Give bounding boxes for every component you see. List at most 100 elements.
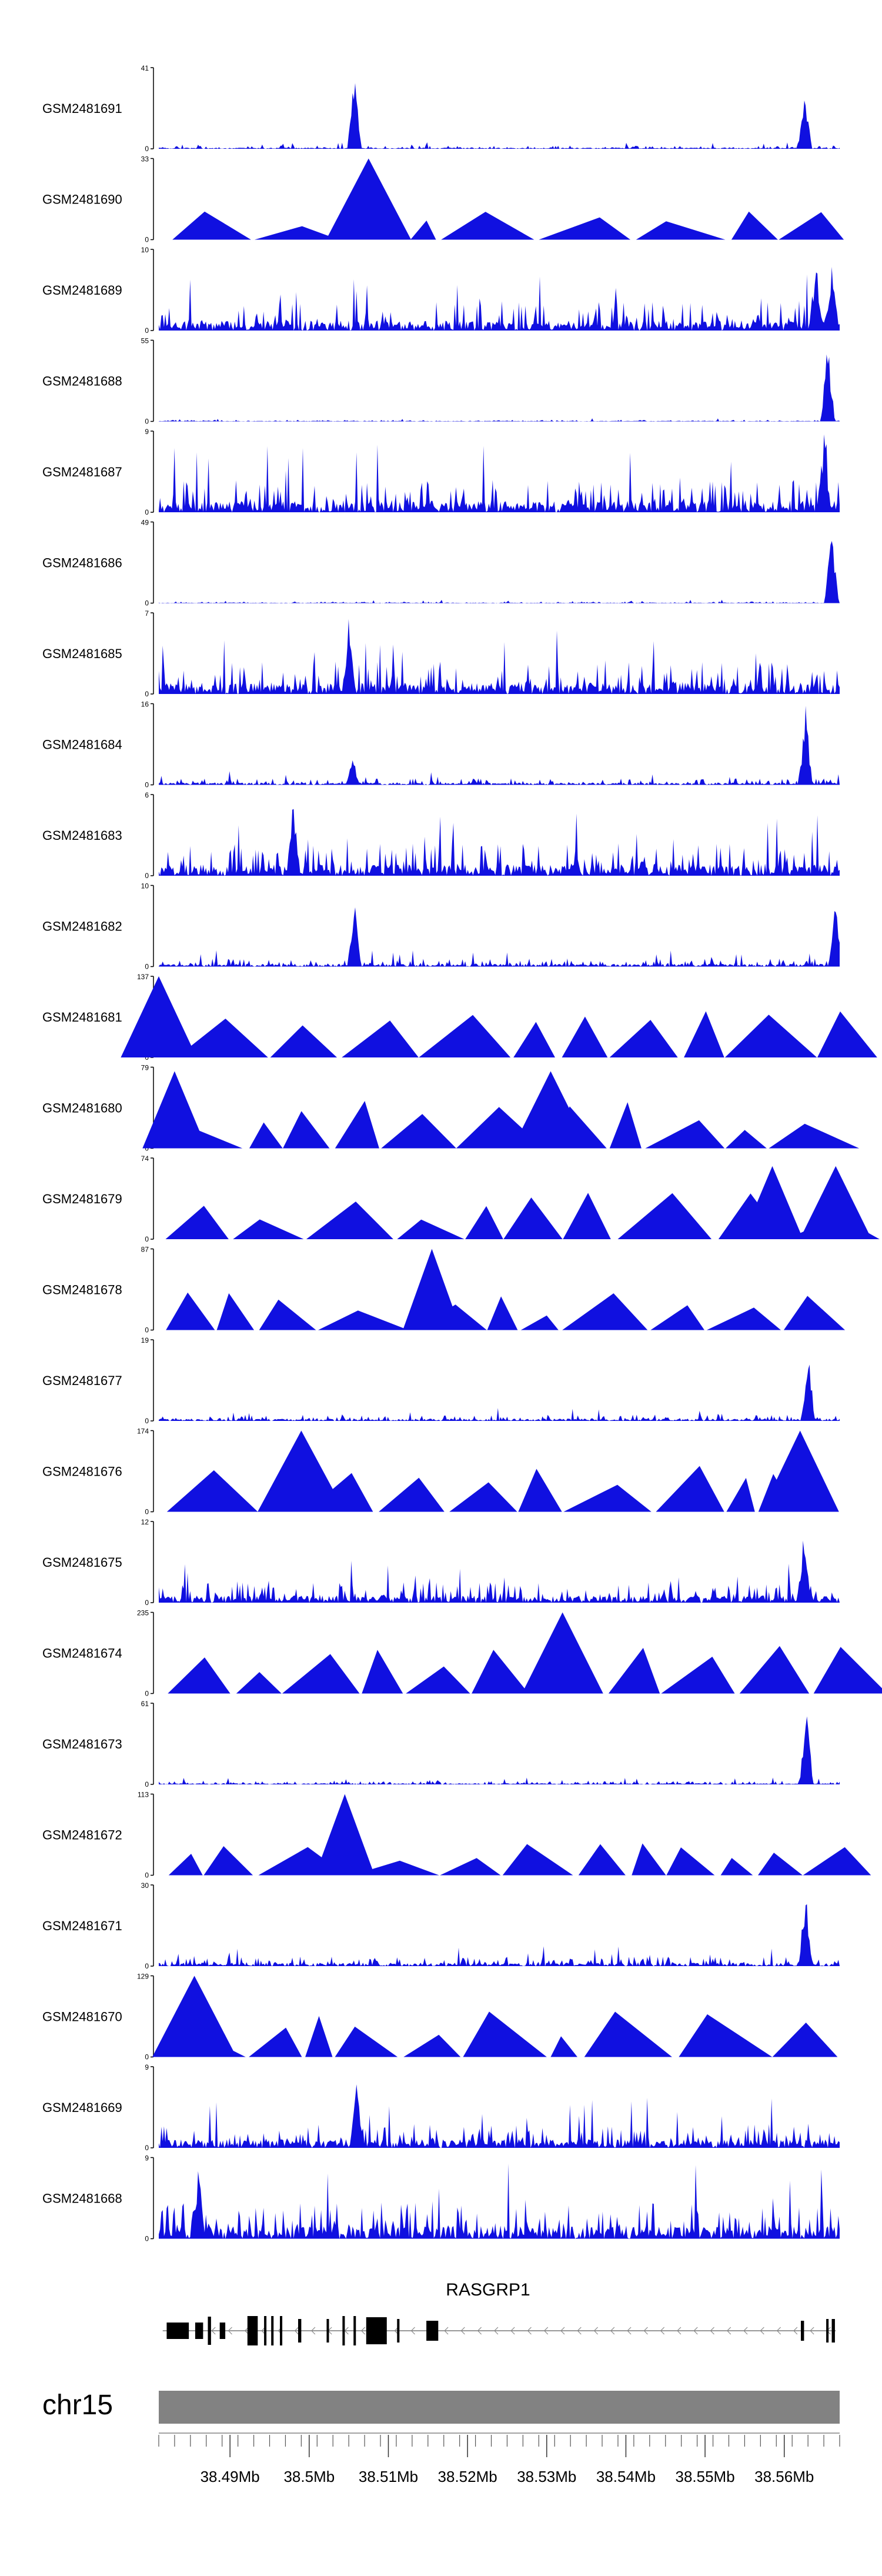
y-max-label: 55 (141, 337, 149, 345)
track-label: GSM2481669 (42, 2100, 122, 2115)
track-label: GSM2481685 (42, 646, 122, 661)
y-max-label: 9 (145, 2154, 149, 2163)
strand-arrow (444, 2327, 449, 2335)
strand-arrow (776, 2327, 781, 2335)
strand-arrow (560, 2327, 565, 2335)
track-GSM2481679: GSM2481679 74 0 (42, 1154, 880, 1243)
gene-exon (247, 2316, 258, 2345)
track-label: GSM2481686 (42, 556, 122, 570)
coverage-area (159, 706, 840, 785)
coverage-area (152, 1976, 838, 2057)
y-max-label: 10 (141, 882, 149, 890)
strand-arrow (710, 2327, 714, 2335)
y-max-label: 174 (137, 1427, 149, 1436)
axis-tick-label: 38.54Mb (596, 2468, 656, 2485)
strand-arrow (593, 2327, 599, 2335)
track-GSM2481681: GSM24816811370 (42, 973, 877, 1062)
strand-arrow (294, 2327, 299, 2335)
track-label: GSM2481679 (42, 1192, 122, 1206)
coverage-area (159, 907, 840, 967)
track-label: GSM2481672 (42, 1828, 122, 1843)
ideogram-track: chr15 (42, 2390, 840, 2424)
y-max-label: 6 (145, 791, 149, 799)
gene-exon (280, 2316, 283, 2345)
y-max-label: 10 (141, 246, 149, 254)
gene-exon (166, 2323, 189, 2339)
y-max-label: 19 (141, 1336, 149, 1344)
track-GSM2481675: GSM2481675 12 0 (42, 1518, 840, 1607)
strand-arrow (494, 2327, 499, 2335)
gene-exon (831, 2319, 835, 2343)
gene-exon (426, 2321, 439, 2341)
gene-exon (326, 2319, 329, 2343)
y-zero-label: 0 (145, 1326, 149, 1334)
gene-exon (366, 2317, 387, 2344)
strand-arrow (693, 2327, 698, 2335)
y-zero-label: 0 (145, 599, 149, 608)
y-zero-label: 0 (145, 1235, 149, 1243)
y-max-label: 16 (141, 700, 149, 709)
track-GSM2481674: GSM2481674 235 0 (42, 1609, 882, 1698)
strand-arrow (627, 2327, 632, 2335)
y-max-label: 33 (141, 155, 149, 163)
track-label: GSM2481689 (42, 283, 122, 298)
y-zero-label: 0 (145, 1871, 149, 1880)
y-max-label: 49 (141, 519, 149, 527)
y-zero-label: 0 (145, 145, 149, 153)
y-zero-label: 0 (145, 236, 149, 244)
strand-arrow (660, 2327, 665, 2335)
strand-arrow (527, 2327, 532, 2335)
strand-arrow (760, 2327, 764, 2335)
y-zero-label: 0 (145, 1508, 149, 1516)
track-label: GSM2481677 (42, 1373, 122, 1388)
track-GSM2481672: GSM2481672 113 0 (42, 1791, 871, 1880)
strand-arrow (410, 2327, 415, 2335)
y-zero-label: 0 (145, 1780, 149, 1788)
track-label: GSM2481681 (42, 1010, 122, 1025)
y-zero-label: 0 (145, 326, 149, 335)
gene-exon (826, 2319, 829, 2343)
coverage-area (159, 83, 840, 149)
axis-tick-label: 38.56Mb (754, 2468, 814, 2485)
track-label: GSM2481668 (42, 2191, 122, 2206)
track-label: GSM2481684 (42, 738, 122, 752)
track-GSM2481688: GSM2481688 55 0 (42, 337, 840, 426)
strand-arrow (211, 2327, 216, 2335)
coverage-area (142, 1071, 860, 1149)
y-zero-label: 0 (145, 1599, 149, 1607)
track-label: GSM2481682 (42, 919, 122, 934)
track-GSM2481670: GSM2481670 129 0 (42, 1973, 838, 2061)
strand-arrow (311, 2327, 316, 2335)
gene-exon (298, 2319, 302, 2343)
coverage-area (172, 158, 844, 240)
track-GSM2481680: GSM2481680790 (42, 1064, 860, 1153)
y-max-label: 87 (141, 1246, 149, 1254)
chromosome-ideogram (159, 2391, 840, 2424)
track-label: GSM2481671 (42, 1918, 122, 1933)
y-max-label: 12 (141, 1518, 149, 1526)
gene-exon (353, 2316, 356, 2345)
strand-arrow (810, 2327, 814, 2335)
gene-exon (195, 2323, 203, 2339)
track-label: GSM2481675 (42, 1555, 122, 1570)
strand-arrow (394, 2327, 399, 2335)
track-label: GSM2481674 (42, 1646, 122, 1661)
strand-arrow (261, 2327, 266, 2335)
axis-tick-label: 38.55Mb (675, 2468, 734, 2485)
track-label: GSM2481678 (42, 1283, 122, 1297)
gene-name-label: RASGRP1 (446, 2280, 530, 2300)
axis-tick-label: 38.5Mb (283, 2468, 335, 2485)
strand-arrow (244, 2327, 249, 2335)
gene-exon (208, 2317, 211, 2345)
y-max-label: 9 (145, 2063, 149, 2071)
y-max-label: 61 (141, 1700, 149, 1708)
coverage-tracks: GSM2481691410GSM2481690330GSM2481689100G… (42, 64, 882, 2243)
track-label: GSM2481673 (42, 1737, 122, 1751)
track-label: GSM2481691 (42, 101, 122, 116)
coverage-area (159, 1904, 840, 1966)
track-GSM2481677: GSM2481677 19 0 (42, 1336, 840, 1425)
y-zero-label: 0 (145, 872, 149, 880)
track-GSM2481669: GSM2481669 9 0 (42, 2063, 840, 2152)
track-GSM2481668: GSM2481668 9 0 (42, 2154, 840, 2243)
y-zero-label: 0 (145, 1417, 149, 1425)
